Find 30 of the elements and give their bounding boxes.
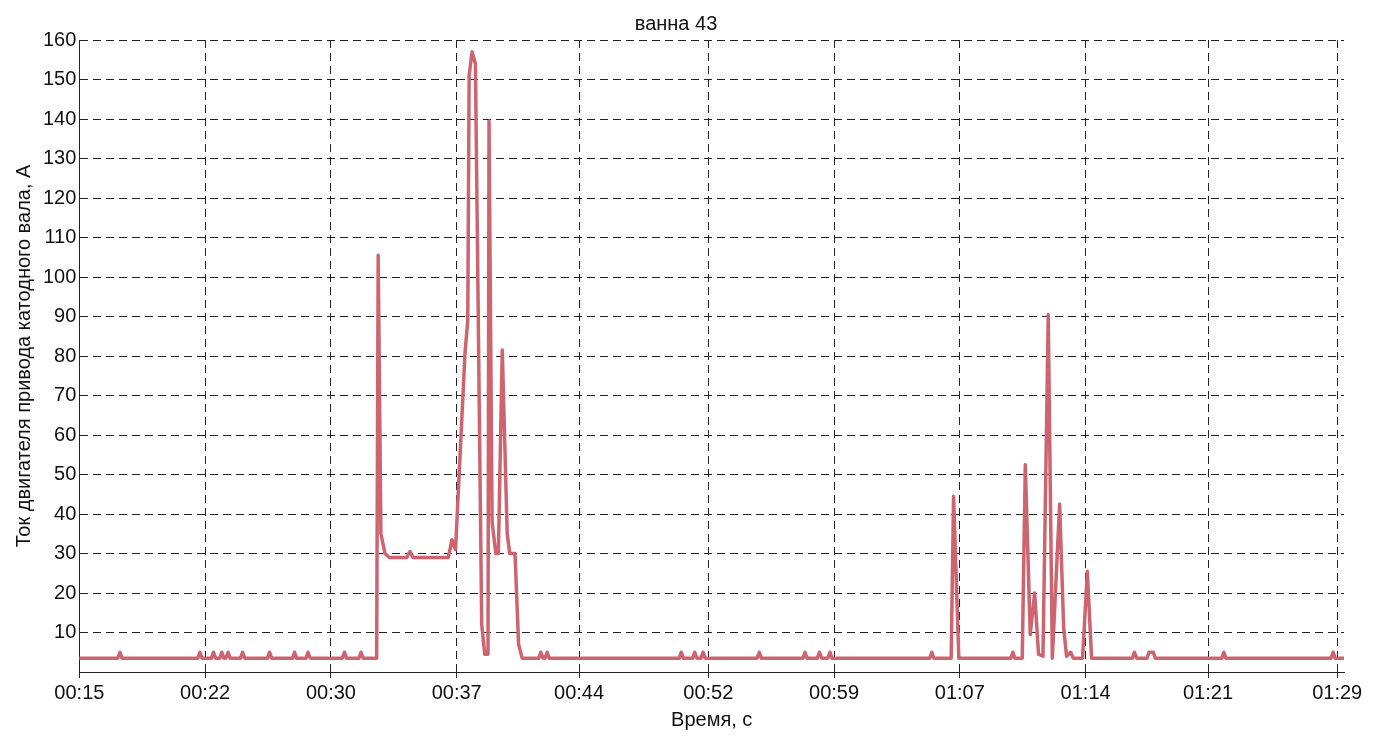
y-tick-label: 120 (42, 185, 77, 208)
x-tick-label: 00:44 (554, 680, 605, 703)
y-tick-label: 40 (54, 501, 77, 524)
x-tick-label: 01:14 (1060, 680, 1111, 703)
y-tick-label: 60 (54, 422, 77, 445)
x-tick-label: 01:29 (1312, 680, 1363, 703)
x-tick-label: 00:30 (305, 680, 356, 703)
x-axis-title: Время, с (671, 707, 753, 730)
x-tick-label: 00:22 (180, 680, 231, 703)
y-tick-label: 70 (54, 383, 77, 406)
y-tick-label: 140 (42, 106, 77, 129)
y-tick-label: 20 (54, 580, 77, 603)
chart-title: ванна 43 (634, 11, 718, 34)
y-tick-label: 50 (54, 462, 77, 485)
x-tick-label: 00:15 (54, 680, 105, 703)
y-tick-label: 110 (44, 225, 77, 248)
y-tick-label: 10 (54, 620, 77, 643)
y-axis-title: Ток двигателя привода катодного вала, А (11, 163, 34, 548)
y-tick-label: 150 (42, 67, 77, 90)
x-tick-label: 00:59 (809, 680, 860, 703)
y-tick-label: 100 (42, 264, 77, 287)
x-tick-label: 01:07 (934, 680, 985, 703)
x-tick-label: 00:37 (431, 680, 482, 703)
x-tick-label: 00:52 (683, 680, 734, 703)
x-tick-label: 01:21 (1182, 680, 1234, 703)
y-tick-label: 90 (54, 304, 77, 327)
y-tick-label: 30 (54, 541, 77, 564)
y-tick-label: 160 (42, 27, 77, 50)
y-tick-label: 130 (42, 146, 77, 169)
y-tick-label: 80 (54, 343, 77, 366)
